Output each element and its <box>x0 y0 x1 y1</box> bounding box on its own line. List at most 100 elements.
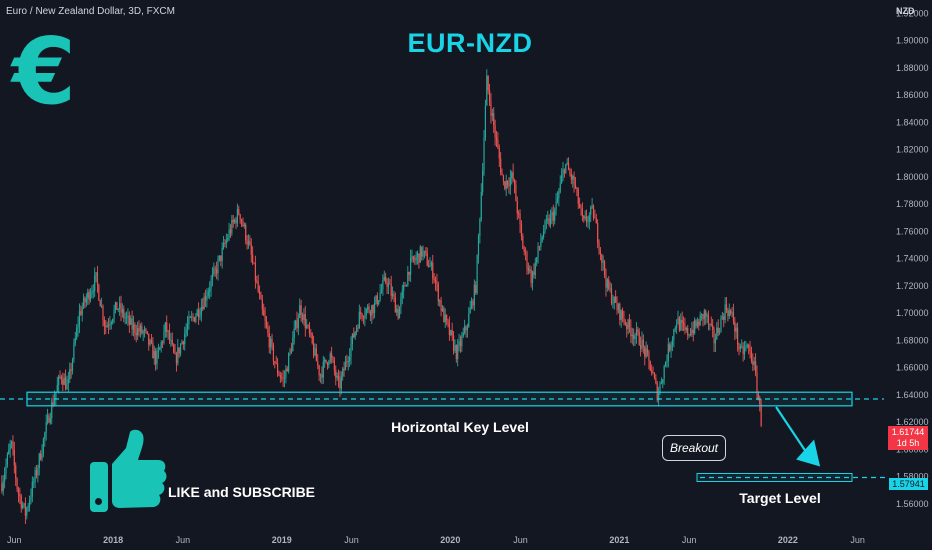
candle-body <box>342 368 344 377</box>
candle-body <box>610 288 613 304</box>
price-tick-label: 1.64000 <box>896 390 929 400</box>
candle-body <box>723 316 725 320</box>
candle-body <box>365 309 367 316</box>
candle-body <box>430 262 432 266</box>
thumbs-up-icon <box>88 428 168 518</box>
candle-body <box>452 335 455 351</box>
candle-body <box>88 291 90 300</box>
candle-body <box>493 113 495 126</box>
price-tick-label: 1.72000 <box>896 281 929 291</box>
candle-body <box>743 348 746 355</box>
candle-body <box>145 328 147 332</box>
candle-body <box>572 175 574 180</box>
candle-body <box>20 496 22 508</box>
candle-body <box>674 328 676 330</box>
candle-body <box>443 308 445 323</box>
candle-body <box>656 382 658 401</box>
candle-body <box>37 468 39 476</box>
candle-body <box>340 376 342 389</box>
candle-body <box>333 360 335 371</box>
candle-body <box>490 101 492 116</box>
candle-body <box>667 344 669 362</box>
candle-body <box>437 283 439 302</box>
candle-body <box>191 316 193 318</box>
candle-body <box>52 402 54 406</box>
candle-body <box>660 383 662 384</box>
candle-body <box>328 361 330 366</box>
candle-body <box>451 330 453 336</box>
candle-body <box>372 305 374 314</box>
candle-body <box>579 203 581 208</box>
candle-body <box>677 317 679 325</box>
candle-body <box>480 191 482 220</box>
bar-countdown: 1d 5h <box>896 438 920 448</box>
candle-body <box>242 221 244 227</box>
candle-body <box>270 338 272 348</box>
candle-body <box>289 349 291 354</box>
candle-body <box>258 291 261 295</box>
candle-body <box>464 326 466 333</box>
candle-body <box>652 372 654 374</box>
candle-body <box>549 215 552 225</box>
candle-body <box>167 330 169 332</box>
candle-body <box>171 340 173 345</box>
price-tick-label: 1.82000 <box>896 145 929 155</box>
candle-body <box>60 376 63 380</box>
price-tick-label: 1.90000 <box>896 36 929 46</box>
candle-body <box>541 237 543 242</box>
candle-body <box>731 312 733 314</box>
candle-body <box>286 368 288 372</box>
candle-body <box>520 224 523 237</box>
candle-body <box>213 268 215 275</box>
candle-body <box>76 327 78 339</box>
axes-layer: 1.560001.580001.600001.620001.640001.660… <box>7 8 928 545</box>
candle-body <box>512 172 514 181</box>
candle-body <box>318 365 320 376</box>
candle-body <box>522 236 524 250</box>
candle-body <box>732 312 735 322</box>
candle-body <box>38 453 40 469</box>
candle-body <box>179 344 182 354</box>
key-level-label: Horizontal Key Level <box>391 419 529 435</box>
candle-body <box>96 272 99 285</box>
candle-body <box>581 208 584 217</box>
candle-body <box>536 257 538 263</box>
symbol-title[interactable]: Euro / New Zealand Dollar, 3D, FXCM <box>6 6 175 17</box>
candle-body <box>182 341 184 345</box>
candle-body <box>725 304 728 310</box>
candle-body <box>617 304 620 311</box>
candle-body <box>544 221 546 232</box>
candle-body <box>630 327 632 337</box>
candle-body <box>663 366 665 380</box>
current-price-badge[interactable]: 1.61744 1d 5h <box>888 426 928 450</box>
candle-body <box>373 302 376 314</box>
candle-body <box>347 361 349 363</box>
candle-body <box>168 330 171 341</box>
candle-body <box>422 250 424 257</box>
candle-body <box>501 172 503 176</box>
candle-body <box>591 205 593 208</box>
candle-body <box>573 175 575 185</box>
candle-body <box>680 320 682 330</box>
candle-body <box>508 185 510 187</box>
breakout-callout: Breakout <box>662 435 726 461</box>
candle-body <box>30 496 32 501</box>
candle-body <box>339 379 341 389</box>
candle-body <box>275 363 277 365</box>
candle-body <box>500 158 502 173</box>
candle-body <box>561 175 563 184</box>
candle-body <box>294 320 297 329</box>
candle-body <box>346 361 348 363</box>
candle-body <box>331 353 333 358</box>
candle-body <box>117 308 119 310</box>
candle-body <box>605 275 607 288</box>
candle-body <box>283 377 286 379</box>
chart-heading: EUR-NZD <box>407 28 533 58</box>
candle-body <box>12 441 14 450</box>
candle-body <box>264 315 266 321</box>
candle-body <box>739 346 741 350</box>
candle-body <box>132 324 135 330</box>
candle-body <box>310 333 312 334</box>
candle-body <box>551 212 553 216</box>
